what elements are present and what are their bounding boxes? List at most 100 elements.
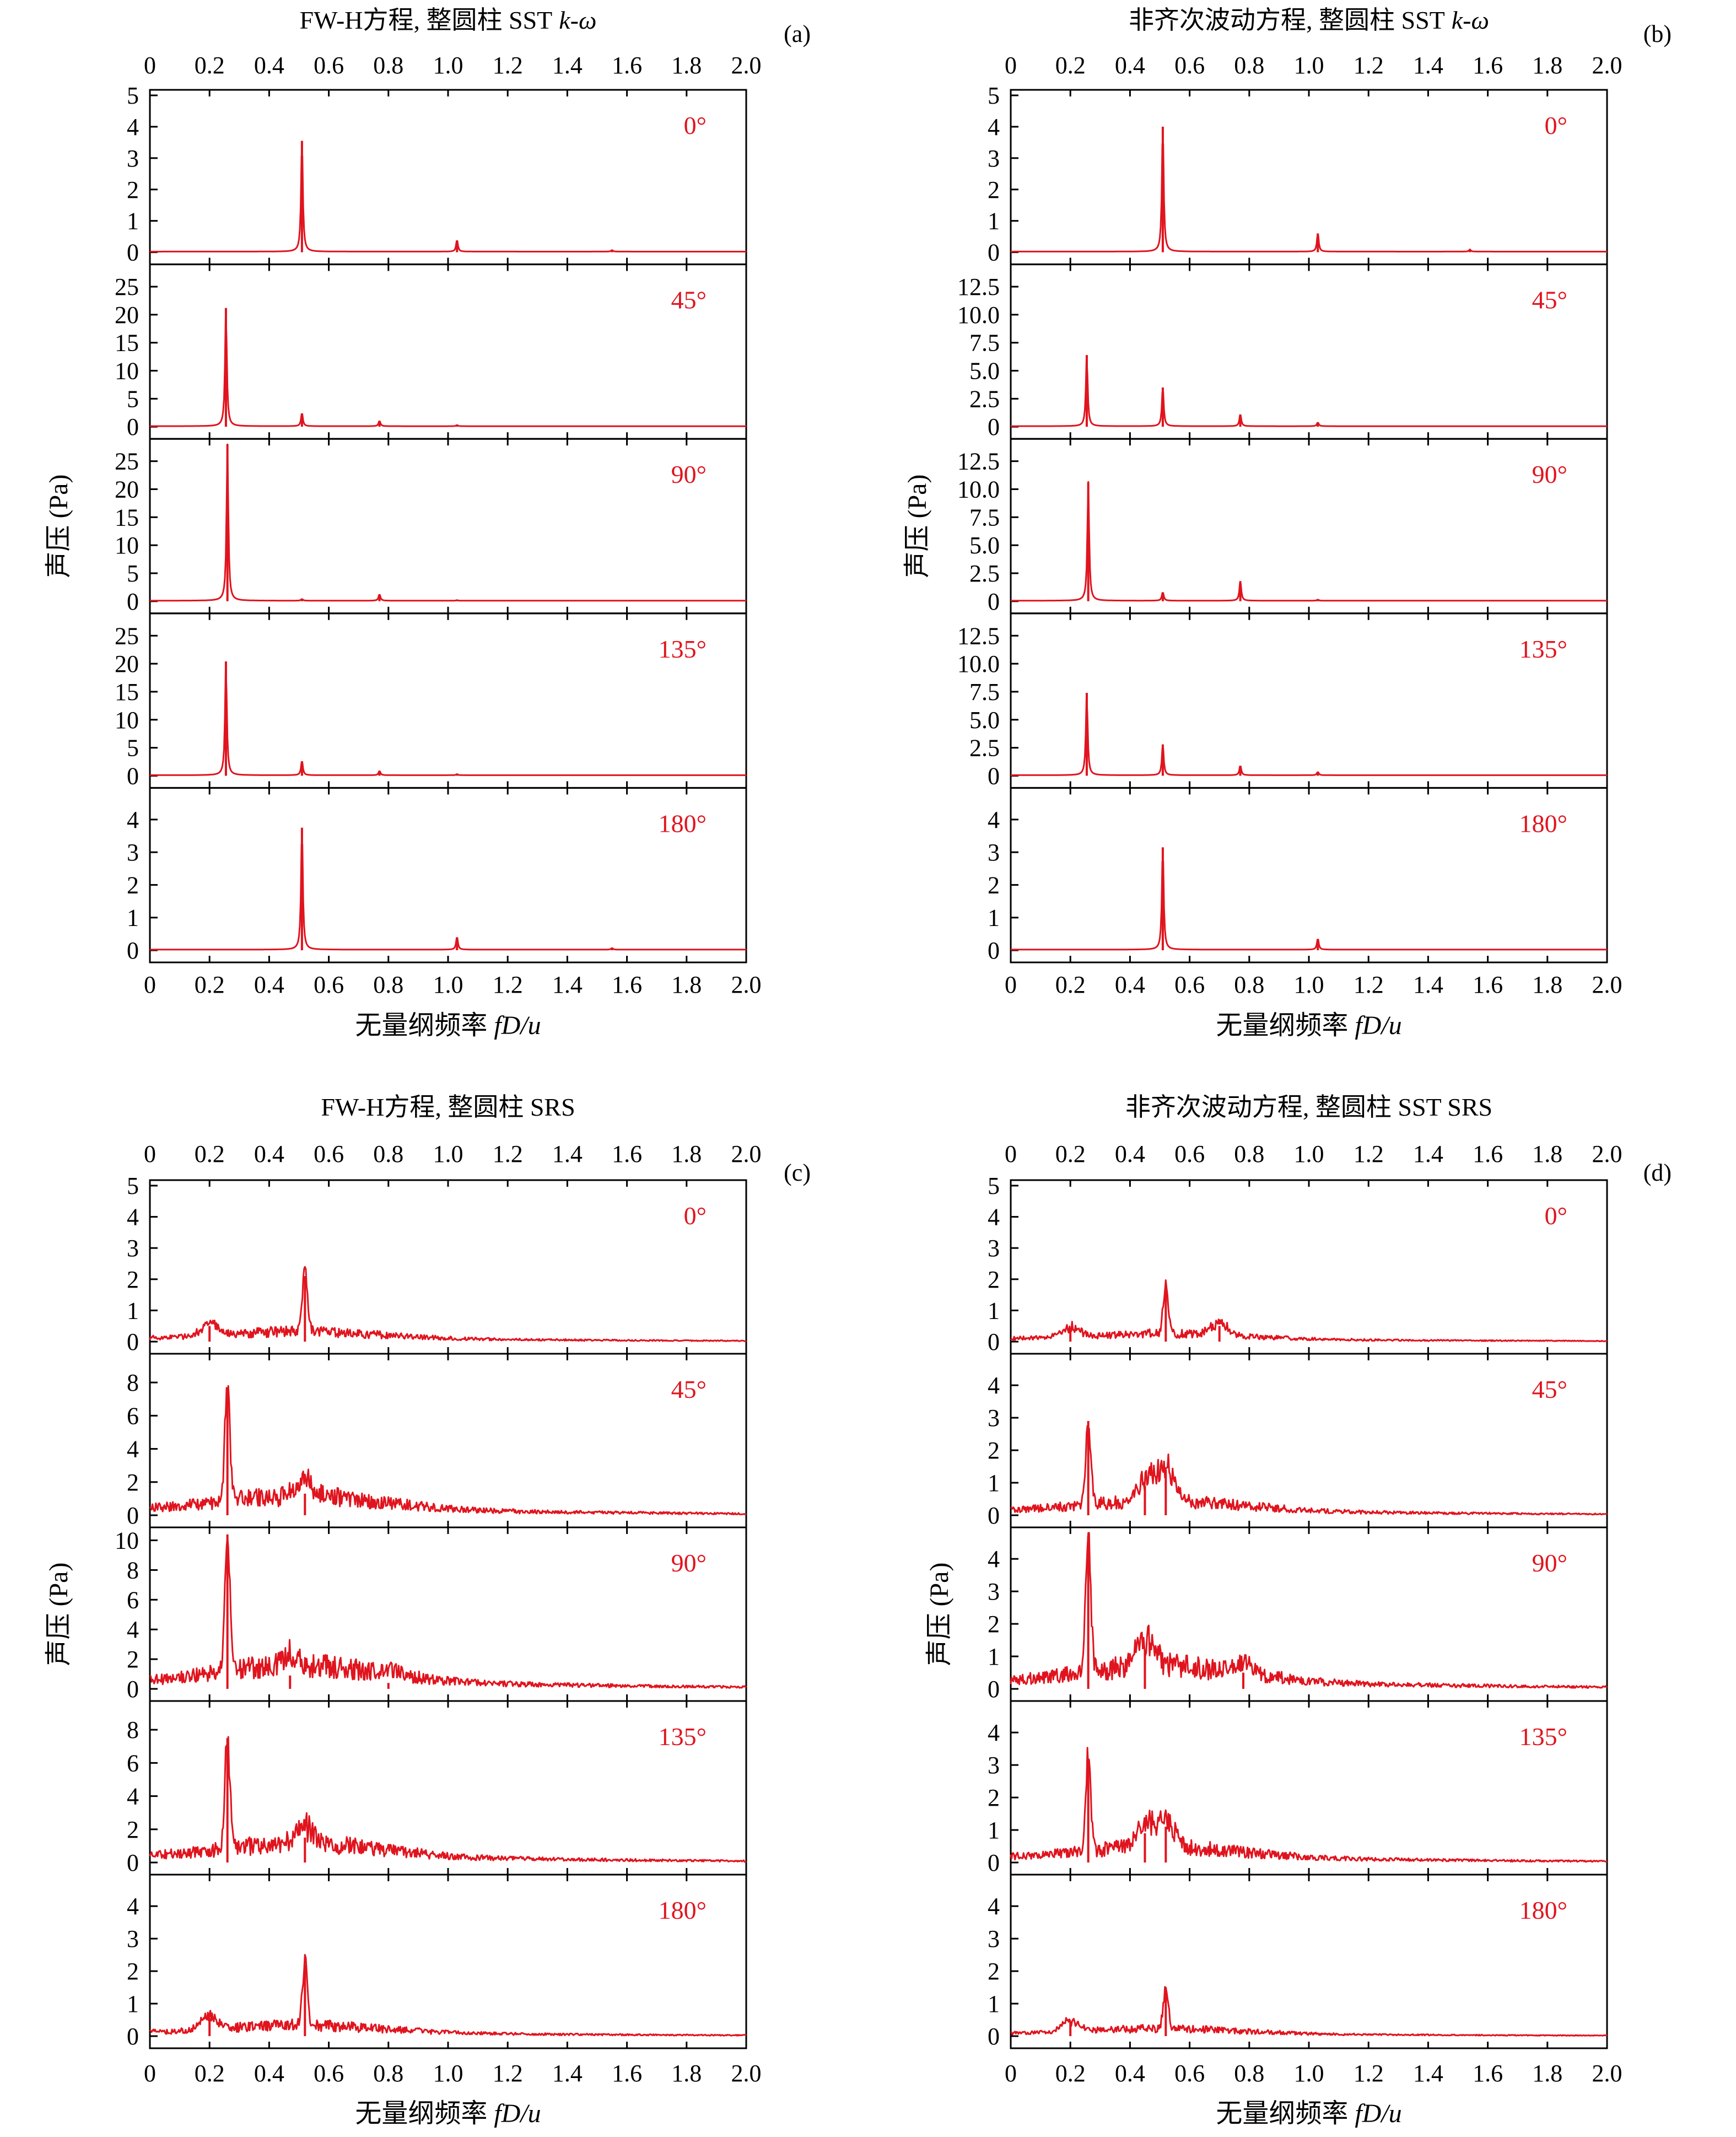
spectrum-line: [1011, 356, 1607, 427]
x-tick-label-bottom: 1.0: [433, 2060, 463, 2087]
x-tick-label-top: 1.8: [671, 1140, 702, 1167]
x-tick-label-bottom: 1.0: [1294, 2060, 1324, 2087]
subplot-4: 0 1 2 3 4 180°: [127, 1874, 747, 2050]
spectrum-line: [149, 1953, 747, 2037]
x-axis-label: 无量纲频率 fD/u: [355, 1011, 541, 1040]
y-tick-label: 3: [988, 145, 1000, 172]
y-tick-label: 5: [127, 735, 139, 762]
x-tick-label-bottom: 1.6: [612, 971, 642, 998]
x-tick-label-top: 1.2: [1354, 52, 1384, 79]
subplot-frame: [1010, 787, 1608, 963]
subplot-frame: [1010, 1179, 1608, 1355]
subplot-0: 0 1 2 3 4 5 0°: [988, 1172, 1608, 1355]
y-tick-label: 3: [988, 1925, 1000, 1952]
subplot-frame: [1010, 438, 1608, 615]
x-tick-label-bottom: 1.2: [493, 2060, 523, 2087]
y-tick-label: 0: [988, 413, 1000, 440]
x-tick-label-bottom: 2.0: [1592, 2060, 1622, 2087]
y-tick-label: 2: [988, 1611, 1000, 1638]
x-tick-label-bottom: 1.8: [1532, 2060, 1562, 2087]
y-tick-label: 0: [988, 1849, 1000, 1876]
spectrum-line: [149, 1536, 747, 1689]
chart-title-italic: k-ω: [559, 6, 596, 34]
x-tick-label-bottom: 1.2: [493, 971, 523, 998]
y-tick-label: 3: [127, 839, 139, 866]
y-tick-label: 10: [115, 532, 139, 559]
x-axis-label-var: fD/u: [1355, 1011, 1401, 1040]
x-tick-label-bottom: 0.2: [1055, 971, 1086, 998]
angle-label: 90°: [1532, 1549, 1567, 1577]
y-tick-label: 0: [988, 239, 1000, 266]
y-tick-label: 2.5: [969, 560, 1000, 587]
x-tick-label-top: 2.0: [1592, 1140, 1622, 1167]
y-tick-label: 3: [127, 145, 139, 172]
chart-title: 非齐次波动方程, 整圆柱 SST SRS: [1125, 1093, 1492, 1121]
x-tick-label-top: 1.0: [433, 52, 463, 79]
x-tick-label-bottom: 0.2: [195, 971, 225, 998]
chart-title-text: 非齐次波动方程, 整圆柱 SST SRS: [1125, 1093, 1492, 1121]
subplot-frame: [1010, 1874, 1608, 2049]
subplot-3: 02.55.07.510.012.5 135°: [957, 612, 1608, 789]
y-tick-label: 0: [127, 937, 139, 964]
panel-letter: (b): [1643, 20, 1672, 47]
subplot-2: 0 1 2 3 4 90°: [988, 1526, 1608, 1703]
y-tick-label: 2: [127, 1469, 139, 1496]
y-tick-label: 6: [127, 1586, 139, 1613]
y-tick-label: 1: [988, 208, 1000, 235]
subplot-0: 0 1 2 3 4 5 0°: [127, 82, 747, 266]
chart-title-text: FW-H方程, 整圆柱 SRS: [321, 1093, 575, 1121]
spectrum-line: [1010, 1532, 1608, 1689]
y-tick-label: 1: [988, 1990, 1000, 2017]
y-tick-label: 25: [115, 448, 139, 475]
x-tick-label-top: 0.2: [195, 52, 225, 79]
subplot-frame: [1010, 89, 1608, 266]
y-tick-label: 2: [127, 871, 139, 898]
y-tick-label: 3: [988, 1578, 1000, 1605]
y-tick-label: 0: [127, 239, 139, 266]
subplot-4: 0 1 2 3 4 180°: [988, 1874, 1608, 2050]
y-tick-label: 0: [988, 1328, 1000, 1355]
x-tick-label-top: 0.8: [1234, 52, 1264, 79]
x-tick-label-top: 0.4: [1115, 52, 1145, 79]
y-tick-label: 2.5: [969, 385, 1000, 412]
x-tick-label-top: 0.4: [1115, 1140, 1145, 1167]
spectrum-line: [1011, 860, 1607, 951]
spectrum-line: [150, 443, 746, 602]
y-tick-label: 4: [988, 1546, 1000, 1573]
y-tick-label: 4: [127, 1436, 139, 1463]
y-tick-label: 0: [127, 1328, 139, 1355]
subplot-frame: [149, 1179, 747, 1355]
x-tick-label-bottom: 1.2: [1354, 971, 1384, 998]
chart-title-text: FW-H方程, 整圆柱 SST: [300, 6, 553, 34]
y-tick-label: 5: [988, 1172, 1000, 1199]
y-tick-label: 4: [988, 1719, 1000, 1746]
angle-label: 135°: [1519, 1722, 1567, 1751]
y-axis-label: 声压 (Pa): [925, 1563, 954, 1666]
x-tick-label-bottom: 0: [144, 971, 156, 998]
x-axis-label-prefix: 无量纲频率: [1216, 2099, 1355, 2128]
x-tick-label-top: 0.2: [195, 1140, 225, 1167]
x-tick-label-top: 1.4: [1413, 1140, 1443, 1167]
x-tick-label-top: 0: [1005, 52, 1017, 79]
y-tick-label: 10: [115, 1527, 139, 1554]
y-tick-label: 5.0: [969, 707, 1000, 734]
spectrum-line: [150, 155, 746, 252]
x-tick-label-top: 1.4: [552, 1140, 583, 1167]
x-tick-label-bottom: 0: [1005, 971, 1017, 998]
spectrum-line: [1010, 1425, 1608, 1516]
x-tick-label-top: 1.2: [493, 52, 523, 79]
y-tick-label: 8: [127, 1369, 139, 1396]
x-tick-label-top: 1.6: [612, 1140, 642, 1167]
y-tick-label: 3: [988, 1235, 1000, 1262]
y-tick-label: 0: [988, 2023, 1000, 2050]
chart-title: FW-H方程, 整圆柱 SRS: [321, 1093, 575, 1121]
y-tick-label: 0: [127, 1676, 139, 1703]
y-tick-label: 2: [988, 1437, 1000, 1464]
y-tick-label: 2: [988, 1958, 1000, 1985]
spectrum-line: [1011, 481, 1607, 602]
angle-label: 180°: [659, 809, 707, 837]
subplot-frame: [149, 612, 747, 789]
x-tick-label-top: 0: [144, 1140, 156, 1167]
spectrum-line: [1011, 695, 1607, 776]
